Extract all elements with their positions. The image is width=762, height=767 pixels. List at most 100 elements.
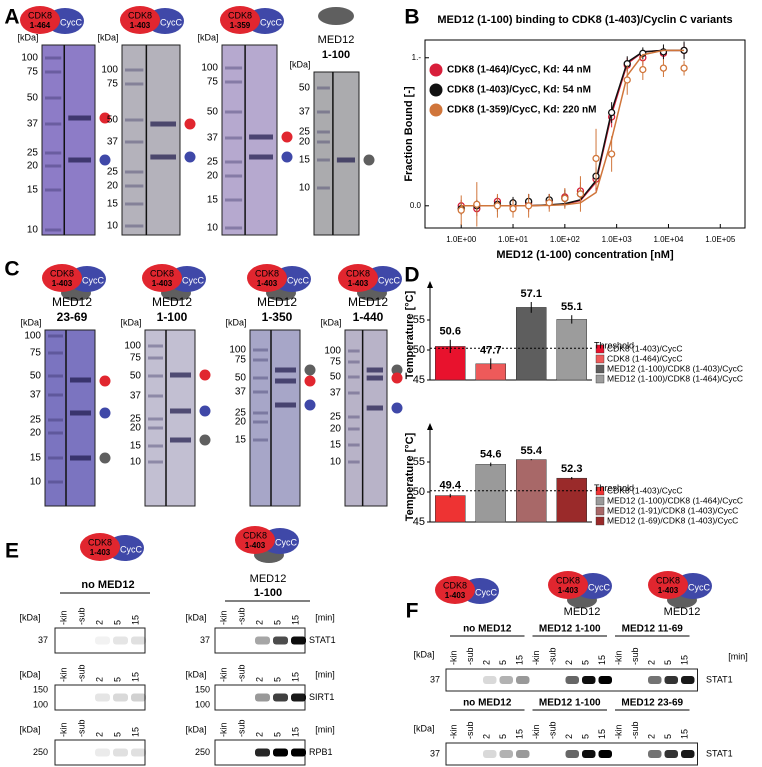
ladder-band [348, 349, 360, 353]
legend-label: CDK8 (1-403)/CycC [607, 485, 683, 495]
ladder-band [348, 415, 360, 419]
range-label: 1-403 [130, 21, 151, 30]
unit-label: [kDa] [185, 724, 206, 734]
unit-label: [min] [315, 669, 335, 679]
protein-band [150, 121, 176, 127]
y-tick-label: 55 [413, 456, 425, 468]
data-point [592, 154, 600, 163]
marker-label: 20 [299, 137, 311, 148]
marker-label: 100 [195, 699, 210, 709]
lane-label: -sub [236, 664, 246, 682]
protein-band [150, 154, 176, 160]
blot-band [273, 693, 288, 702]
gel [221, 44, 278, 236]
ladder-band [125, 170, 144, 174]
blot-band [565, 676, 579, 684]
data-point [493, 202, 502, 210]
threshold-label: Threshold [594, 341, 634, 351]
cyclin-label: CycC [160, 17, 182, 27]
marker-label: 100 [21, 53, 38, 64]
lane-label: -kin [448, 724, 458, 739]
data-point [623, 76, 631, 84]
legend-swatch [595, 516, 605, 526]
x-axis-label: MED12 (1-100) concentration [nM] [496, 249, 674, 261]
lane-label: 2 [481, 660, 491, 665]
blot-band [131, 748, 146, 757]
lane-label: 2 [94, 677, 104, 682]
x-tick-label: 1.0E+01 [498, 235, 529, 244]
cyclin-label: CycC [120, 544, 142, 554]
kinase-label: CDK8 [150, 268, 174, 278]
legend-label: MED12 (1-100)/CDK8 (1-464)/CycC [607, 495, 743, 505]
data-point [576, 190, 585, 198]
legend-swatch [595, 486, 605, 496]
cdk8-shape [120, 6, 160, 34]
lane-label: 5 [498, 660, 508, 665]
cdk8-shape [235, 526, 275, 554]
y-tick-label: 50 [413, 486, 425, 498]
gel-title: MED12 [318, 34, 355, 46]
complex-subtitle: MED12 [564, 606, 601, 618]
protein-label: STAT1 [309, 635, 336, 645]
lane-label: 5 [663, 734, 673, 739]
marker-label: 37 [235, 387, 247, 398]
marker-label: 100 [24, 331, 41, 342]
ladder-band [148, 444, 163, 448]
legend-swatch [595, 354, 605, 364]
cyclin-label: CycC [475, 587, 497, 597]
cyclin-label: CycC [82, 275, 104, 285]
marker-dot [99, 154, 111, 166]
blot [54, 627, 146, 654]
unit-label: [kDa] [97, 32, 118, 42]
lane-label: 5 [272, 732, 282, 737]
lane-label: 15 [290, 672, 300, 682]
blot-band [681, 676, 695, 684]
ladder-band [45, 96, 62, 100]
group-label: MED12 1-100 [539, 624, 601, 635]
ladder-band [253, 438, 268, 442]
marker-label: 20 [30, 428, 42, 439]
legend-label: MED12 (1-91)/CDK8 (1-403)/CycC [607, 505, 738, 515]
kinase-label: CDK8 [346, 268, 370, 278]
ladder-band [225, 226, 243, 230]
protein-band [275, 402, 296, 408]
ladder-band [317, 186, 330, 190]
data-point [545, 199, 553, 207]
protein-band [366, 375, 383, 381]
ladder-band [148, 394, 163, 398]
cyclin-label: CycC [182, 275, 204, 285]
ladder-band [148, 426, 163, 430]
marker-label: 50 [130, 371, 142, 382]
lane-label: -sub [465, 647, 475, 665]
blot-band [131, 693, 146, 702]
marker-label: 15 [30, 453, 42, 464]
condition-label: 1-100 [254, 587, 282, 599]
lane-label: 2 [94, 620, 104, 625]
marker-label: 10 [30, 477, 42, 488]
unit-label: [kDa] [225, 317, 246, 327]
protein-band [170, 408, 191, 414]
kinase-label: CDK8 [228, 10, 252, 20]
ladder-band [225, 110, 243, 114]
blot-band [664, 676, 678, 684]
gel [313, 71, 360, 236]
ladder-band [253, 420, 268, 424]
unit-label: [min] [315, 612, 335, 622]
value-label: 49.4 [440, 480, 462, 492]
data-point [457, 206, 465, 214]
axis-arrow [427, 281, 433, 288]
blot-band [255, 748, 270, 757]
panel-label: E [5, 540, 19, 563]
marker-dot [99, 407, 111, 419]
y-tick-label: 0.0 [410, 201, 422, 210]
kinase-label: CDK8 [443, 580, 467, 590]
marker-dot [99, 452, 111, 464]
marker-label: 20 [107, 181, 119, 192]
kinase-label: CDK8 [556, 575, 580, 585]
blot-band [648, 750, 662, 758]
gel-title: 23-69 [57, 310, 88, 324]
marker-label: 50 [30, 371, 42, 382]
gel-title: 1-440 [353, 310, 384, 324]
ladder-band [48, 431, 63, 435]
cdk8-shape [80, 533, 120, 561]
